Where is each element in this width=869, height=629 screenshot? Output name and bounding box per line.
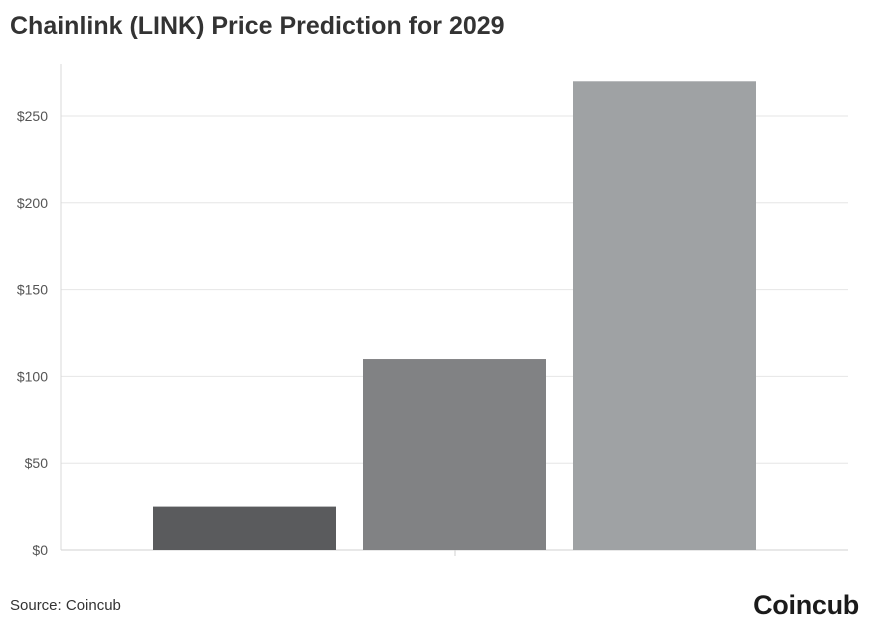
y-tick-label: $100 xyxy=(17,368,48,384)
y-tick-label: $50 xyxy=(25,455,49,471)
y-tick-label: $0 xyxy=(32,542,48,558)
coincub-logo: Coincub xyxy=(753,590,859,620)
y-axis: $0 $50 $100 $150 $200 $250 xyxy=(17,64,456,558)
bar xyxy=(363,359,546,550)
y-tick-label: $200 xyxy=(17,195,48,211)
bars xyxy=(153,81,756,550)
bar xyxy=(573,81,756,550)
bar xyxy=(153,506,336,550)
chart-title: Chainlink (LINK) Price Prediction for 20… xyxy=(10,12,505,40)
y-tick-label: $250 xyxy=(17,108,48,124)
source-note: Source: Coincub xyxy=(10,597,121,614)
y-tick-label: $150 xyxy=(17,282,48,298)
